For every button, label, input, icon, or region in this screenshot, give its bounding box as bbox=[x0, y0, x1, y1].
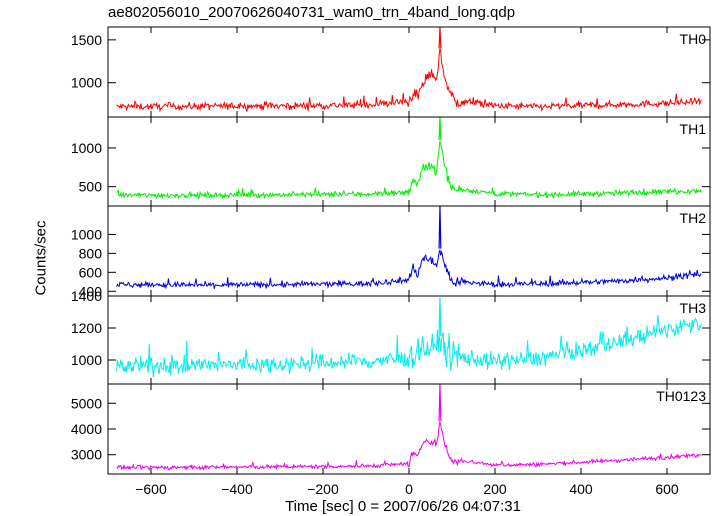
series-line-th1 bbox=[116, 141, 702, 201]
series-label: TH0123 bbox=[656, 388, 706, 404]
panel-th2: 400 600 800 1000 TH2 bbox=[71, 205, 711, 299]
y-tick-label: 500 bbox=[79, 179, 103, 195]
x-tick-label: 0 bbox=[405, 481, 413, 497]
series-label: TH3 bbox=[680, 300, 707, 316]
x-tick-label: 600 bbox=[655, 481, 679, 497]
peak-spike bbox=[438, 297, 442, 337]
x-axis-label: Time [sec] 0 = 2007/06/26 04:07:31 bbox=[285, 498, 521, 515]
y-tick-label: 400 bbox=[79, 283, 103, 299]
x-tick-label: −600 bbox=[135, 481, 167, 497]
x-tick-label: 200 bbox=[483, 481, 507, 497]
y-tick-label: 3000 bbox=[71, 447, 102, 463]
peak-spike bbox=[438, 27, 442, 49]
peak-spike bbox=[438, 384, 442, 422]
panel-frame bbox=[107, 383, 711, 475]
y-tick-label: 600 bbox=[79, 264, 103, 280]
y-tick-label: 1000 bbox=[71, 140, 102, 156]
panel-th3: 1000 1200 1400 TH3 bbox=[71, 288, 711, 385]
panel-th0: 1000 1500 TH0 bbox=[71, 26, 711, 118]
series-label: TH1 bbox=[680, 121, 707, 137]
panel-th1: 500 1000 TH1 bbox=[71, 116, 711, 207]
peak-spike bbox=[438, 206, 442, 249]
y-tick-label: 1000 bbox=[71, 75, 102, 91]
panel-frame bbox=[107, 205, 711, 297]
x-tick-label: 400 bbox=[569, 481, 593, 497]
x-tick-label: −200 bbox=[307, 481, 339, 497]
panel-th0123: 3000 4000 5000 TH0123 bbox=[71, 383, 711, 475]
series-label: TH2 bbox=[680, 210, 707, 226]
series-label: TH0 bbox=[680, 31, 707, 47]
x-tick-label: −400 bbox=[221, 481, 253, 497]
series-line-th0 bbox=[116, 48, 702, 113]
y-tick-label: 1000 bbox=[71, 352, 102, 368]
y-tick-label: 4000 bbox=[71, 421, 102, 437]
series-line-th0123 bbox=[116, 420, 702, 471]
y-tick-label: 800 bbox=[79, 245, 103, 261]
series-line-th3 bbox=[116, 314, 702, 378]
series-line-th2 bbox=[116, 249, 702, 290]
y-tick-label: 1000 bbox=[71, 226, 102, 242]
peak-spike bbox=[438, 117, 442, 141]
y-tick-label: 1200 bbox=[71, 320, 102, 336]
y-tick-label: 5000 bbox=[71, 395, 102, 411]
y-tick-label: 1500 bbox=[71, 32, 102, 48]
chart-title: ae802056010_20070626040731_wam0_trn_4ban… bbox=[108, 4, 516, 21]
y-tick-label: 1400 bbox=[71, 288, 102, 304]
